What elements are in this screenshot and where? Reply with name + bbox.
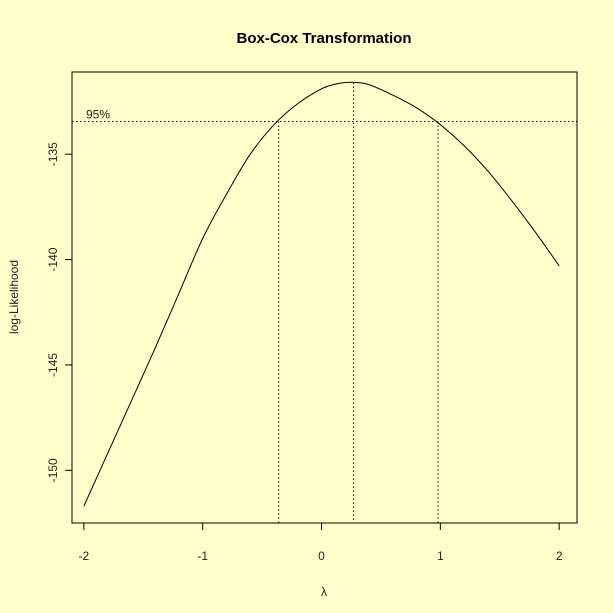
y-tick-label: -135 [46,142,60,166]
x-tick-label: 1 [437,549,444,563]
x-tick-label: 2 [556,549,563,563]
x-tick-label: -1 [197,549,208,563]
plot-frame [71,71,578,524]
y-axis: -150 -145 -140 -135 [46,142,73,482]
log-likelihood-curve [83,81,560,507]
y-tick-label: -140 [46,247,60,271]
x-axis: -2 -1 0 1 2 [79,522,563,563]
plot-layer: 95% [72,81,577,523]
ci-label: 95% [86,108,110,122]
chart-title: Box-Cox Transformation [236,30,411,47]
x-axis-label: λ [321,585,327,599]
y-tick-label: -150 [46,458,60,482]
x-tick-label: -2 [79,549,90,563]
y-tick-label: -145 [46,353,60,377]
y-axis-label: log-Likelihood [7,260,21,334]
x-tick-label: 0 [318,549,325,563]
